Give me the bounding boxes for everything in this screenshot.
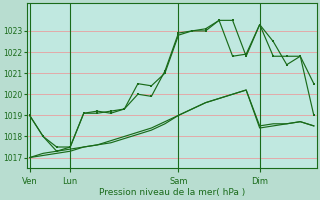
X-axis label: Pression niveau de la mer( hPa ): Pression niveau de la mer( hPa ) bbox=[99, 188, 245, 197]
